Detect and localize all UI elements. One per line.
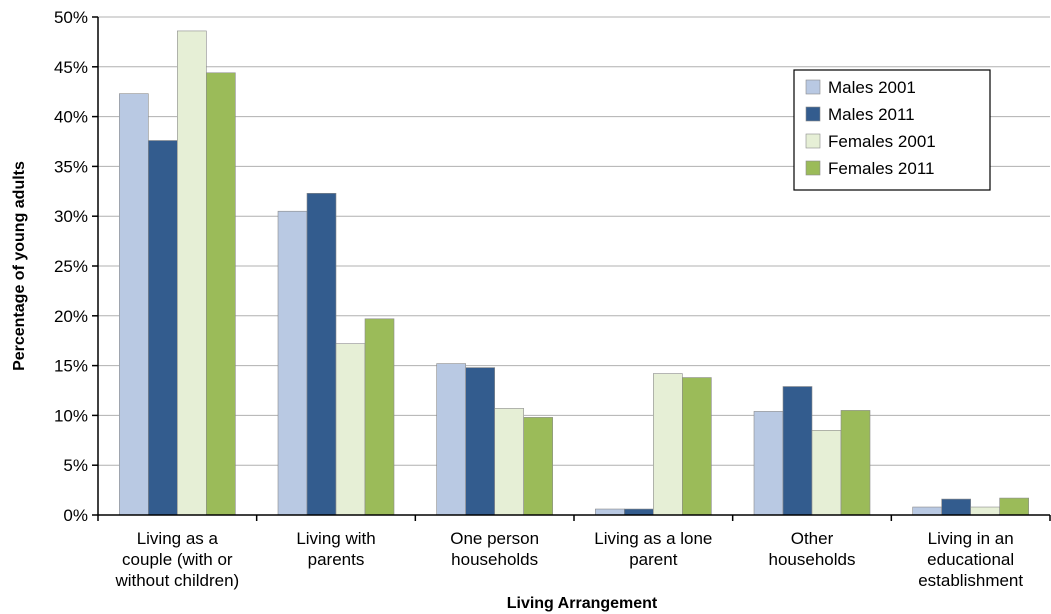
x-category-label: educational bbox=[927, 550, 1014, 569]
bar-females-2001 bbox=[653, 373, 683, 516]
y-tick-label: 20% bbox=[54, 307, 88, 326]
x-category-label: Living as a bbox=[137, 529, 219, 548]
y-tick-label: 30% bbox=[54, 207, 88, 226]
legend-box bbox=[793, 69, 991, 191]
x-category-label: without children) bbox=[114, 571, 239, 590]
x-category-label: households bbox=[451, 550, 538, 569]
legend-swatch bbox=[805, 106, 821, 122]
y-tick-label: 10% bbox=[54, 406, 88, 425]
x-category-label: couple (with or bbox=[122, 550, 233, 569]
bar-females-2011 bbox=[364, 318, 395, 516]
y-tick-labels: 0% 5% 10% 15% 20% 25% 30% 35% 40% 45% 50% bbox=[54, 8, 98, 525]
x-category-label: One person bbox=[450, 529, 539, 548]
bar-females-2001 bbox=[177, 30, 207, 516]
x-category-label: Living with bbox=[296, 529, 375, 548]
y-tick-label: 25% bbox=[54, 257, 88, 276]
y-tick-label: 40% bbox=[54, 108, 88, 127]
y-tick-label: 50% bbox=[54, 8, 88, 27]
bar-females-2011 bbox=[206, 72, 236, 516]
bar-females-2011 bbox=[840, 410, 871, 516]
y-tick-label: 35% bbox=[54, 157, 88, 176]
bar-males-2011 bbox=[782, 386, 813, 516]
bar-males-2001 bbox=[912, 506, 942, 516]
bar-females-2011 bbox=[999, 497, 1029, 516]
bar-males-2011 bbox=[465, 367, 495, 516]
legend-label: Females 2011 bbox=[828, 159, 934, 178]
bar-males-2011 bbox=[148, 140, 178, 516]
bar-females-2011 bbox=[682, 377, 712, 516]
gridlines bbox=[98, 16, 1050, 466]
y-tick-label: 5% bbox=[63, 456, 88, 475]
y-tick-label: 45% bbox=[54, 58, 88, 77]
x-category-label: parents bbox=[308, 550, 365, 569]
x-axis-title: Living Arrangement bbox=[507, 595, 658, 612]
bar-females-2001 bbox=[970, 506, 1000, 516]
bar-males-2001 bbox=[595, 508, 625, 516]
bar-females-2011 bbox=[523, 417, 553, 516]
x-category-label: Living as a lone bbox=[594, 529, 712, 548]
legend-label: Females 2001 bbox=[828, 132, 936, 151]
legend-label: Males 2001 bbox=[828, 78, 916, 97]
bar-males-2001 bbox=[753, 411, 784, 516]
bar-males-2001 bbox=[436, 363, 466, 516]
bar-males-2001 bbox=[119, 93, 149, 516]
legend: Males 2001 Males 2011 Females 2001 Females … bbox=[793, 69, 991, 191]
legend-label: Males 2011 bbox=[828, 105, 915, 124]
bar-males-2011 bbox=[941, 498, 971, 516]
bar-males-2001 bbox=[277, 210, 308, 516]
y-axis-title: Percentage of young adults bbox=[11, 161, 28, 371]
bar-males-2011 bbox=[624, 508, 654, 516]
bar-females-2001 bbox=[494, 408, 524, 516]
y-tick-label: 0% bbox=[63, 506, 88, 525]
legend-swatch bbox=[805, 133, 821, 149]
x-category-label: Living in an bbox=[928, 529, 1014, 548]
bar-males-2011 bbox=[306, 192, 337, 516]
x-category-label: establishment bbox=[918, 571, 1023, 590]
legend-swatch bbox=[805, 79, 821, 95]
x-category-labels: Living as a couple (with or without childr… bbox=[114, 529, 1023, 590]
y-tick-label: 15% bbox=[54, 357, 88, 376]
x-category-label: parent bbox=[629, 550, 677, 569]
bar-females-2001 bbox=[335, 343, 366, 516]
legend-swatch bbox=[805, 160, 821, 176]
x-category-label: households bbox=[769, 550, 856, 569]
x-category-label: Other bbox=[791, 529, 834, 548]
bar-females-2001 bbox=[811, 430, 842, 516]
